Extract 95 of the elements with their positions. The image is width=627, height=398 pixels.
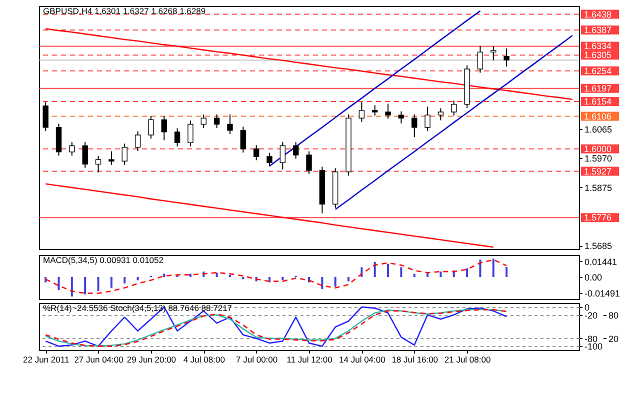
bar (282, 277, 284, 280)
candlestick (148, 115, 154, 140)
candlestick (82, 142, 88, 168)
bar (413, 274, 416, 277)
candlestick (134, 130, 141, 152)
candlestick (240, 126, 246, 154)
x-tick-label: 11 Jul 12:00 (286, 354, 333, 364)
bar (136, 277, 139, 280)
candlestick (504, 48, 510, 68)
ref-line-label: 1.6334 (584, 41, 612, 52)
bar (492, 258, 494, 277)
ref-line-label: 1.6154 (584, 96, 612, 107)
candlestick (266, 152, 272, 167)
line-series (44, 28, 574, 100)
bar (189, 274, 192, 277)
bar (70, 277, 73, 297)
x-tick-label: 18 Jul 16:00 (392, 354, 438, 364)
candlestick (227, 114, 233, 135)
candlestick (292, 142, 299, 160)
y-tick-label: 1.5685 (584, 241, 612, 252)
bar (348, 277, 350, 282)
candlestick (69, 142, 75, 156)
candlestick (306, 150, 312, 175)
bar (124, 277, 126, 284)
y-tick-label: 1.5875 (584, 182, 612, 193)
bar (334, 277, 336, 287)
ref-line-label: 1.6254 (584, 66, 612, 76)
x-tick-label: 27 Jun 04:00 (74, 354, 124, 364)
y-tick-label: -20 (584, 310, 598, 320)
candlestick (412, 114, 418, 138)
candlestick (280, 142, 286, 170)
x-tick-label: 29 Jun 20:00 (126, 354, 176, 364)
y2-tick-label: 20 (608, 334, 619, 344)
candlestick (451, 100, 457, 116)
chart-title: GBPUSD,H4 1.6301 1.6327 1.6268 1.6289 (43, 6, 206, 16)
candlestick (42, 102, 48, 132)
line-series (268, 10, 481, 167)
candlestick (372, 104, 378, 116)
line-series (334, 34, 574, 210)
y-tick-label: 0.00 (584, 272, 602, 282)
ref-line-label: 1.5776 (584, 212, 612, 223)
bar (58, 277, 60, 290)
bar (110, 277, 112, 288)
bar (374, 262, 376, 277)
bar (400, 267, 402, 277)
ref-line-label: 1.6106 (584, 111, 612, 122)
ref-line-label: 1.6438 (584, 9, 612, 20)
x-tick-label: 21 Jul 08:00 (444, 354, 491, 364)
candlestick (253, 144, 260, 161)
candlestick (174, 128, 180, 147)
candlestick (477, 45, 484, 74)
y-tick-label: -80 (584, 334, 598, 344)
chart-title: MACD(5,34,5) 0.00931 0.01052 (43, 255, 164, 265)
candlestick (122, 143, 128, 166)
line-series (44, 183, 494, 248)
y2-tick-label: 80 (608, 310, 619, 320)
candlestick (438, 108, 444, 121)
y-tick-label: 1.6065 (584, 124, 612, 134)
candlestick (188, 120, 194, 147)
candlestick (200, 114, 206, 128)
candlestick (95, 155, 102, 174)
candlestick (490, 46, 496, 61)
candlestick (161, 115, 167, 141)
ref-line-label: 1.6387 (584, 24, 612, 35)
chart-title: %R(14) -24.5536 Stoch(34,5,13) 88.7646 88.7217 (43, 303, 232, 313)
bar (479, 260, 482, 277)
bar (84, 277, 86, 294)
candlestick (214, 114, 220, 128)
y-tick-label: -100 (584, 342, 603, 352)
candlestick (398, 110, 404, 124)
bar (466, 268, 468, 277)
y-tick-label: 1.5970 (584, 154, 612, 164)
ref-line-label: 1.6197 (584, 83, 612, 94)
bar (321, 277, 324, 289)
bar (440, 272, 442, 277)
x-tick-label: 22 Jun 2011 (23, 354, 70, 364)
candlestick (358, 102, 365, 122)
bar (44, 277, 47, 282)
y-tick-label: 0.01441 (584, 256, 618, 267)
y-tick-label: 0 (584, 302, 590, 312)
candlestick (108, 150, 114, 166)
y-tick-label: -0.01491 (584, 288, 620, 299)
x-tick-label: 14 Jul 04:00 (339, 354, 386, 364)
bar (216, 272, 218, 277)
ref-line-label: 1.5927 (584, 166, 612, 176)
x-tick-label: 4 Jul 08:00 (183, 354, 226, 364)
candlestick (385, 103, 391, 120)
bar (97, 277, 100, 292)
candlestick (424, 106, 430, 132)
x-tick-label: 7 Jul 00:00 (236, 354, 278, 364)
ref-line-label: 1.6305 (584, 50, 612, 60)
bar (163, 274, 166, 277)
ref-line-label: 1.6000 (584, 144, 612, 154)
bar (506, 266, 508, 277)
bar (387, 264, 390, 277)
